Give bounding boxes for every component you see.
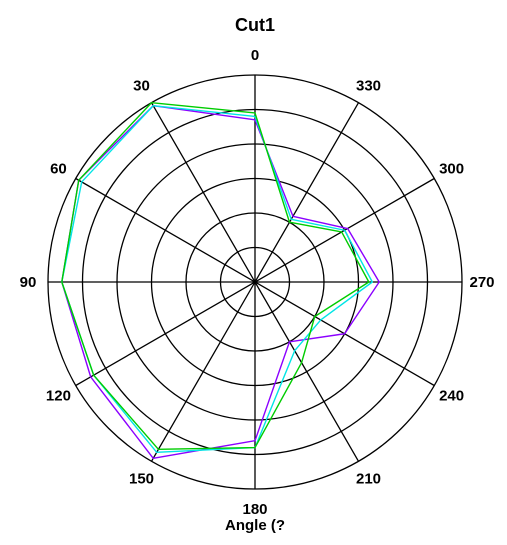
angle-tick-label: 0 — [251, 47, 259, 64]
angle-tick-labels: 0 30 60 90 120 150 180 210 240 270 300 330 — [20, 47, 495, 518]
angle-tick-label: 180 — [242, 501, 267, 518]
chart-title: Cut1 — [235, 15, 275, 35]
series-line-3 — [61, 102, 370, 451]
series-group — [61, 102, 380, 459]
angle-tick-label: 30 — [133, 77, 150, 94]
angle-tick-label: 240 — [439, 388, 464, 405]
angular-grid-spokes — [48, 75, 462, 489]
angle-tick-label: 90 — [20, 274, 37, 291]
angle-tick-label: 270 — [469, 274, 494, 291]
grid-spoke-150 — [150, 102, 360, 462]
angle-tick-label: 150 — [129, 471, 154, 488]
x-axis-label: Angle (? — [225, 517, 285, 534]
angle-tick-label: 330 — [356, 77, 381, 94]
angle-tick-label: 210 — [356, 471, 381, 488]
angle-tick-label: 120 — [46, 388, 71, 405]
angle-tick-label: 300 — [439, 161, 464, 178]
angle-tick-label: 60 — [50, 161, 67, 178]
